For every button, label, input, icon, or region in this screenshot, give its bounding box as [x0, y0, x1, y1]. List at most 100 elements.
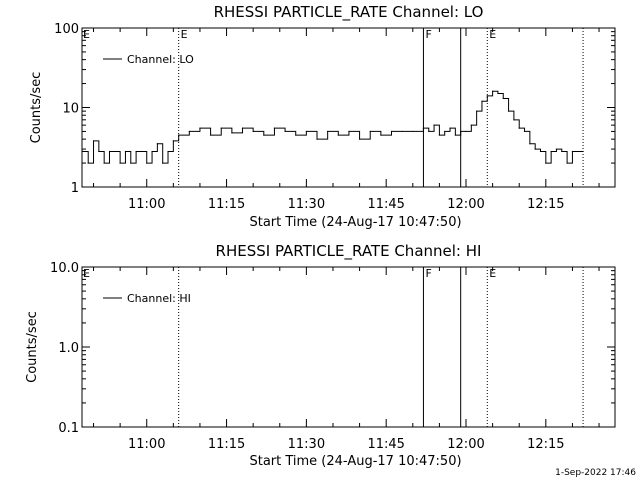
data-point — [151, 150, 153, 153]
data-point — [550, 150, 552, 153]
data-point — [92, 140, 95, 142]
x-tick-label: 11:15 — [208, 197, 245, 212]
data-point — [401, 130, 403, 133]
data-point — [513, 119, 515, 121]
y-axis-label: Counts/sec — [29, 72, 44, 144]
data-point — [305, 130, 307, 133]
data-point — [507, 110, 510, 112]
data-point — [433, 124, 435, 126]
series-line — [82, 90, 584, 164]
x-tick-label: 12:15 — [527, 437, 564, 452]
data-point — [119, 162, 121, 164]
data-point — [454, 134, 456, 136]
data-point — [82, 150, 84, 153]
legend-label: Channel: HI — [127, 292, 191, 305]
y-tick-label: 100 — [54, 22, 79, 37]
data-point — [492, 90, 494, 92]
data-point — [172, 140, 174, 142]
data-point — [146, 162, 148, 164]
data-point — [438, 134, 441, 136]
data-point — [545, 162, 547, 164]
y-tick-label: 10.0 — [50, 261, 79, 276]
data-point — [555, 148, 558, 150]
data-point — [156, 143, 158, 145]
x-tick-label: 11:30 — [288, 437, 325, 452]
data-point — [263, 134, 265, 136]
lo-channel-panel: RHESSI PARTICLE_RATE Channel: LO 1 10 100 11… — [29, 3, 616, 230]
event-marker-label: F — [425, 28, 431, 41]
data-point — [390, 130, 393, 133]
data-point — [188, 130, 190, 133]
data-point — [231, 132, 233, 134]
data-point — [481, 100, 483, 102]
chart-title: RHESSI PARTICLE_RATE Channel: HI — [216, 242, 482, 261]
y-tick-label: 1 — [71, 181, 79, 196]
data-point — [162, 162, 164, 164]
plot-frame — [81, 266, 616, 428]
data-point — [380, 134, 382, 136]
y-tick-label: 1.0 — [58, 341, 79, 356]
data-point — [444, 130, 446, 133]
x-tick-label: 11:45 — [367, 197, 404, 212]
data-point — [470, 124, 472, 126]
data-point — [571, 150, 574, 153]
x-tick-label: 12:15 — [527, 197, 564, 212]
x-tick-label: 11:45 — [367, 437, 404, 452]
data-point — [449, 127, 451, 129]
event-marker-label: F — [425, 267, 431, 280]
event-marker-label: E — [489, 267, 496, 280]
data-point — [566, 162, 568, 164]
legend-label: Channel: LO — [127, 53, 194, 66]
data-point — [422, 127, 425, 129]
data-point — [539, 150, 542, 153]
data-point — [167, 150, 169, 153]
data-point — [369, 130, 371, 133]
data-point — [523, 130, 526, 133]
data-point — [124, 150, 127, 153]
data-point — [130, 162, 132, 164]
event-marker-label: E — [181, 28, 188, 41]
x-tick-label: 11:00 — [128, 437, 165, 452]
corner-marker-label: E — [83, 28, 90, 41]
data-point — [529, 143, 531, 145]
data-point — [476, 110, 478, 112]
x-axis-label: Start Time (24-Aug-17 10:47:50) — [249, 215, 461, 230]
x-tick-label: 11:00 — [128, 197, 165, 212]
data-point — [295, 134, 297, 136]
data-point — [348, 130, 350, 133]
data-point — [140, 150, 143, 153]
data-point — [178, 134, 180, 136]
data-point — [103, 162, 105, 164]
chart-title: RHESSI PARTICLE_RATE Channel: LO — [214, 3, 484, 22]
data-point — [502, 97, 504, 100]
data-point — [87, 162, 89, 164]
timestamp: 1-Sep-2022 17:46 — [555, 468, 636, 478]
event-marker-label: E — [489, 28, 496, 41]
data-point — [252, 130, 254, 133]
data-point — [497, 92, 499, 95]
plot-frame — [81, 27, 616, 188]
data-point — [108, 150, 111, 153]
hi-channel-panel: RHESSI PARTICLE_RATE Channel: HI 0.1 1.0 10… — [25, 242, 616, 469]
data-point — [316, 138, 318, 140]
data-point — [358, 138, 361, 140]
data-point — [465, 130, 467, 133]
y-axis-label: Counts/sec — [25, 311, 40, 383]
data-point — [561, 150, 563, 153]
data-point — [460, 130, 462, 133]
x-tick-label: 11:15 — [208, 437, 245, 452]
data-point — [337, 134, 339, 136]
y-tick-label: 0.1 — [58, 421, 79, 436]
data-point — [518, 127, 520, 129]
data-point — [209, 134, 212, 136]
data-point — [98, 150, 100, 153]
x-tick-label: 12:00 — [447, 437, 484, 452]
data-point — [241, 127, 244, 129]
data-point — [428, 130, 430, 133]
x-tick-label: 12:00 — [447, 197, 484, 212]
data-point — [534, 148, 536, 150]
data-point — [220, 127, 222, 129]
data-point — [582, 150, 584, 153]
data-point — [114, 150, 116, 153]
